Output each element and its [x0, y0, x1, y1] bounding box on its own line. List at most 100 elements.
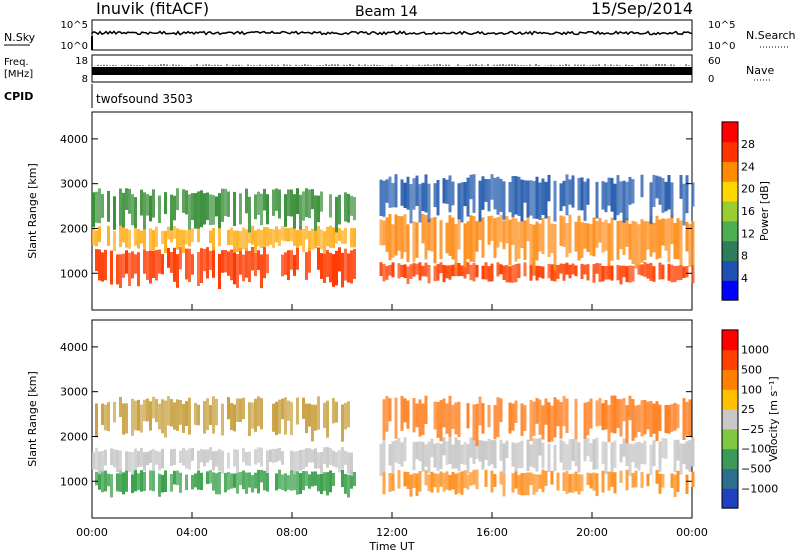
- power-band-5-cell: [535, 176, 539, 219]
- velocity-band-4-cell: [511, 442, 515, 467]
- velocity-band-2-cell: [185, 401, 188, 426]
- power-band-4-cell: [430, 217, 434, 252]
- velocity-band-4-cell: [622, 438, 626, 457]
- power-band-4-cell: [559, 215, 563, 246]
- velocity-band-5-cell: [448, 395, 452, 438]
- power-band-4-cell: [487, 216, 491, 245]
- power-band-3-cell: [463, 262, 467, 279]
- velocity-band-4-cell: [643, 440, 647, 465]
- beam-title: Beam 14: [355, 4, 418, 20]
- velocity-band-3-cell: [589, 473, 593, 489]
- velocity-band-4-cell: [568, 439, 572, 471]
- power-band-5-cell: [472, 174, 476, 213]
- power-band-5-cell: [502, 181, 506, 220]
- velocity-band-2-cell: [272, 403, 275, 432]
- power-band-4-cell: [664, 218, 668, 251]
- velocity-band-0-cell: [209, 470, 212, 484]
- power-band-0-cell: [326, 250, 329, 277]
- velocity-band-5-cell: [604, 400, 608, 430]
- velocity-band-5-cell: [586, 401, 590, 436]
- power-band-1-cell: [281, 226, 284, 241]
- power-band-5-cell: [487, 179, 491, 212]
- power-band-4-cell: [646, 221, 650, 250]
- power-band-2-cell: [146, 194, 149, 216]
- velocity-band-0-cell: [122, 472, 125, 495]
- power-band-3-cell: [556, 265, 560, 279]
- velocity-band-2-cell: [131, 398, 134, 436]
- power-band-2-cell: [335, 196, 338, 233]
- power-band-0-cell: [287, 250, 290, 280]
- velocity-band-5-cell: [508, 402, 512, 434]
- velocity-band-4-cell: [382, 439, 386, 473]
- power-band-3-cell: [652, 266, 656, 282]
- power-band-5-cell: [517, 176, 521, 216]
- power-band-3-cell: [418, 262, 422, 281]
- power-band-2-cell: [272, 189, 275, 216]
- velocity-band-0-cell: [251, 475, 254, 493]
- velocity-band-2-cell: [314, 404, 317, 431]
- power-band-5-cell: [607, 177, 611, 206]
- velocity-band-5-cell: [538, 399, 542, 435]
- velocity-band-4-cell: [625, 442, 629, 467]
- power-band-5-cell: [427, 183, 431, 223]
- velocity-band-5-cell: [457, 401, 461, 437]
- velocity-band-0-cell: [98, 471, 101, 490]
- velocity-band-4-cell: [514, 443, 518, 471]
- velocity-band-2-cell: [104, 404, 107, 431]
- power-band-3-cell: [598, 263, 602, 282]
- power-band-0-cell: [353, 248, 356, 279]
- power-band-4-cell: [400, 216, 404, 259]
- power-band-0-cell: [209, 250, 212, 270]
- velocity-band-1-cell: [350, 452, 353, 476]
- velocity-band-5-cell: [475, 403, 479, 447]
- power-band-5-cell: [508, 182, 512, 213]
- velocity-band-4-cell: [673, 439, 677, 472]
- power-band-4-cell: [577, 215, 581, 261]
- velocity-band-1-cell: [302, 449, 305, 470]
- power-band-2-cell: [290, 189, 293, 217]
- power-band-3-cell: [574, 265, 578, 277]
- power-band-3-cell: [472, 263, 476, 282]
- power-band-0-cell: [257, 250, 260, 270]
- power-band-0-cell: [290, 250, 293, 270]
- power-ytick-label: 2000: [60, 222, 88, 235]
- velocity-band-4-cell: [553, 444, 557, 472]
- power-band-2-cell: [197, 191, 200, 229]
- power-band-4-cell: [610, 217, 614, 261]
- power-colorbar-segment: [722, 280, 738, 301]
- power-band-1-cell: [299, 226, 302, 246]
- velocity-band-5-cell: [394, 397, 398, 439]
- power-band-5-cell: [580, 177, 584, 211]
- velocity-band-0-cell: [194, 473, 197, 488]
- power-band-5-cell: [457, 183, 461, 220]
- power-band-0-cell: [128, 252, 131, 286]
- power-band-0-cell: [224, 250, 227, 273]
- power-band-1-cell: [239, 231, 242, 252]
- power-band-1-cell: [176, 228, 179, 250]
- velocity-band-3-cell: [430, 471, 434, 493]
- power-band-1-cell: [311, 228, 314, 250]
- velocity-band-0-cell: [353, 472, 356, 487]
- velocity-band-2-cell: [332, 398, 335, 424]
- power-band-4-cell: [628, 223, 632, 260]
- freq-tick-bottom: 8: [82, 74, 88, 85]
- power-band-5-cell: [655, 175, 659, 199]
- velocity-band-5-cell: [466, 403, 470, 429]
- velocity-band-0-cell: [197, 470, 200, 490]
- power-band-1-cell: [260, 229, 263, 248]
- power-band-4-cell: [511, 215, 515, 246]
- power-band-4-cell: [619, 220, 623, 250]
- velocity-band-2-cell: [173, 402, 176, 430]
- power-band-4-cell: [490, 215, 494, 241]
- power-band-3-cell: [433, 265, 437, 282]
- power-band-2-cell: [176, 188, 179, 211]
- power-band-2-cell: [191, 193, 194, 221]
- velocity-band-1-cell: [218, 449, 221, 471]
- velocity-band-1-cell: [161, 448, 164, 469]
- velocity-band-1-cell: [188, 448, 191, 470]
- power-band-4-cell: [391, 224, 395, 258]
- power-band-0-cell: [266, 254, 269, 274]
- velocity-band-0-cell: [152, 470, 155, 492]
- velocity-band-0-cell: [227, 471, 230, 490]
- power-band-3-cell: [622, 265, 626, 278]
